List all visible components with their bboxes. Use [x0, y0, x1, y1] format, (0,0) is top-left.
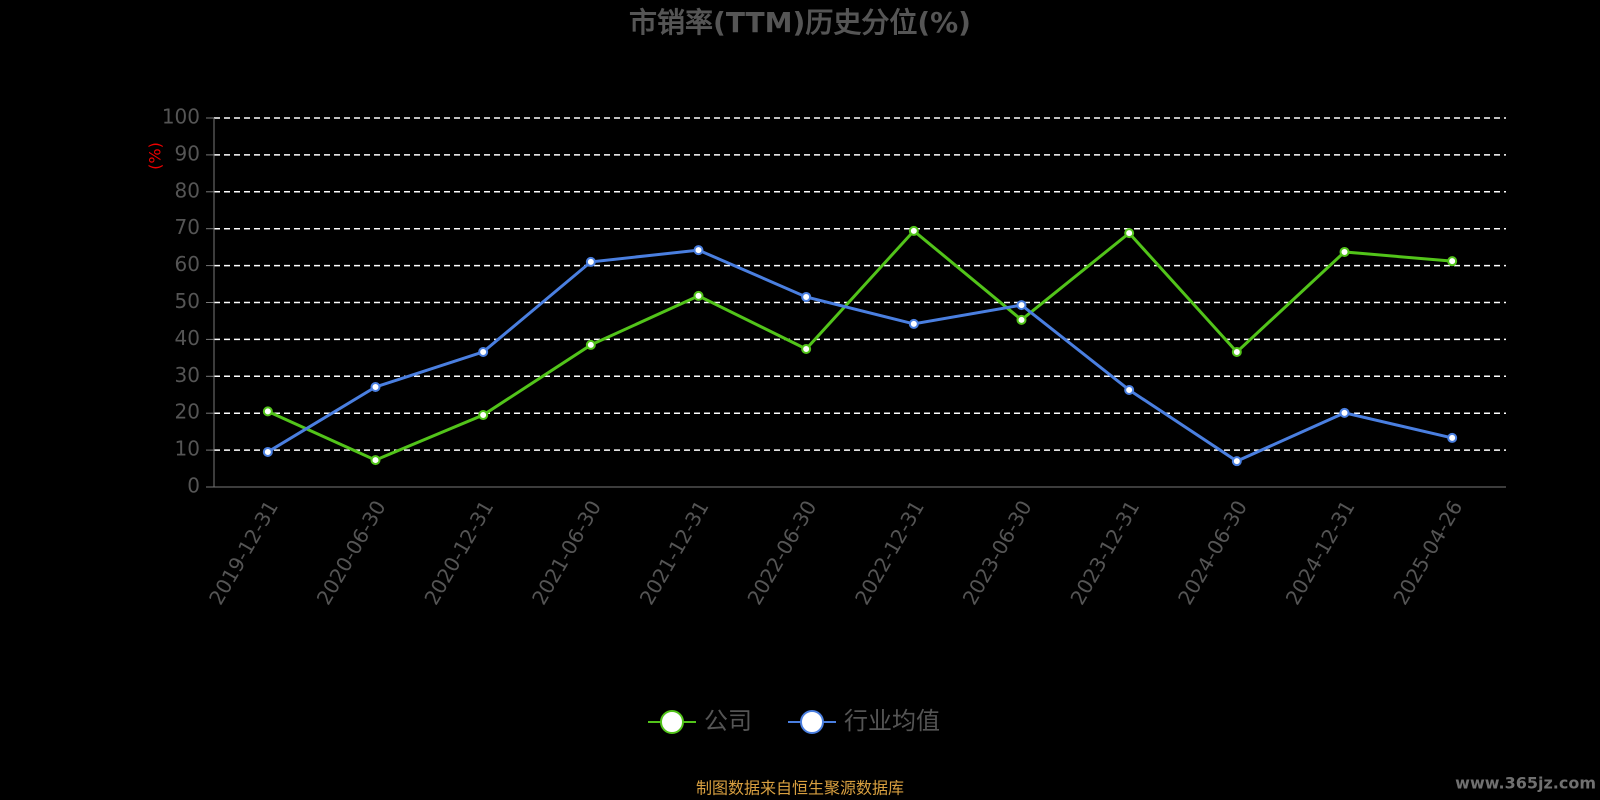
y-tick-label: 90: [175, 141, 200, 165]
chart-title: 市销率(TTM)历史分位(%): [629, 6, 971, 39]
y-tick-label: 80: [175, 178, 200, 202]
watermark: www.365jz.com: [1455, 774, 1596, 793]
y-tick-label: 30: [175, 363, 200, 387]
series-line: [267, 228, 1453, 462]
point: [1231, 346, 1242, 357]
point: [1339, 407, 1350, 418]
point: [585, 339, 596, 350]
series-line: [267, 248, 1453, 463]
legend-marker: [800, 710, 824, 734]
point: [262, 406, 273, 417]
y-tick-label: 60: [175, 252, 200, 276]
point: [801, 343, 812, 354]
point: [370, 455, 381, 466]
point: [1124, 228, 1135, 239]
y-tick-label: 0: [187, 474, 200, 498]
y-tick-label: 20: [175, 400, 200, 424]
legend-label: 公司: [704, 707, 752, 735]
y-tick-label: 40: [175, 326, 200, 350]
point: [1339, 246, 1350, 257]
point: [1124, 384, 1135, 395]
point: [1447, 432, 1458, 443]
point: [1016, 314, 1027, 325]
point: [693, 245, 704, 256]
y-tick-label: 50: [175, 289, 200, 313]
point: [478, 410, 489, 421]
point: [801, 291, 812, 302]
y-tick-label: 100: [162, 105, 200, 129]
y-axis-label: (%): [146, 142, 165, 170]
point: [585, 256, 596, 267]
point: [370, 382, 381, 393]
y-tick-label: 10: [175, 437, 200, 461]
point: [693, 290, 704, 301]
legend-label: 行业均值: [844, 707, 940, 735]
legend-marker: [660, 710, 684, 734]
point: [1231, 456, 1242, 467]
point: [908, 318, 919, 329]
y-tick-label: 70: [175, 215, 200, 239]
point: [1447, 256, 1458, 267]
point: [478, 346, 489, 357]
point: [1016, 300, 1027, 311]
point: [908, 225, 919, 236]
source-note: 制图数据来自恒生聚源数据库: [696, 779, 904, 798]
point: [262, 446, 273, 457]
